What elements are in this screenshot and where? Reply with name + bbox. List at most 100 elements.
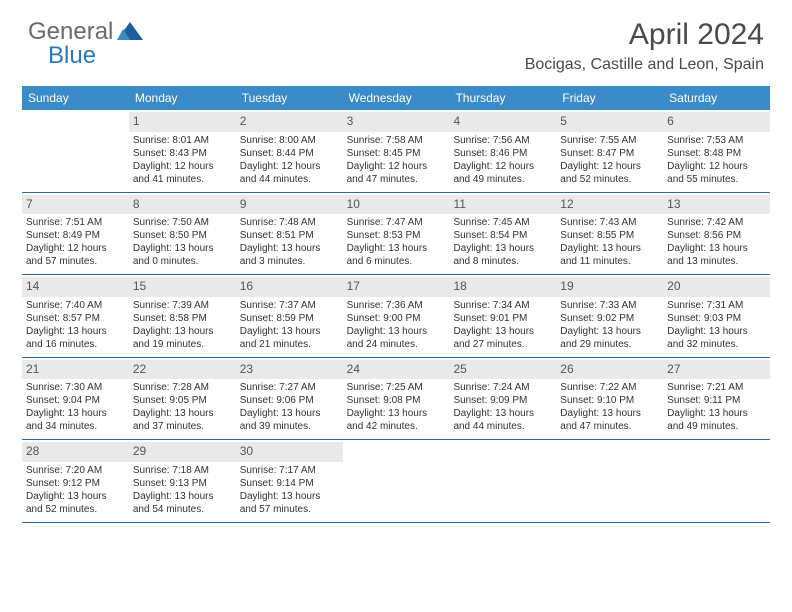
- day-cell: 25Sunrise: 7:24 AMSunset: 9:09 PMDayligh…: [449, 358, 556, 440]
- day-detail-line: Daylight: 13 hours: [453, 325, 552, 338]
- day-detail-line: Daylight: 13 hours: [240, 242, 339, 255]
- day-detail-line: Daylight: 13 hours: [453, 407, 552, 420]
- day-detail-line: Daylight: 13 hours: [667, 242, 766, 255]
- day-detail-line: and 39 minutes.: [240, 420, 339, 433]
- day-detail-line: and 42 minutes.: [347, 420, 446, 433]
- day-cell: [663, 440, 770, 522]
- day-detail-line: and 57 minutes.: [240, 503, 339, 516]
- day-number: 15: [129, 277, 236, 297]
- day-cell: 24Sunrise: 7:25 AMSunset: 9:08 PMDayligh…: [343, 358, 450, 440]
- day-detail-line: Sunset: 8:55 PM: [560, 229, 659, 242]
- day-number: 20: [663, 277, 770, 297]
- day-detail-line: Daylight: 13 hours: [133, 325, 232, 338]
- day-detail-line: Daylight: 13 hours: [560, 407, 659, 420]
- day-cell: 3Sunrise: 7:58 AMSunset: 8:45 PMDaylight…: [343, 110, 450, 192]
- day-detail-line: and 8 minutes.: [453, 255, 552, 268]
- day-cell: 13Sunrise: 7:42 AMSunset: 8:56 PMDayligh…: [663, 193, 770, 275]
- day-number: 18: [449, 277, 556, 297]
- day-detail-line: and 24 minutes.: [347, 338, 446, 351]
- day-detail-line: Sunset: 9:03 PM: [667, 312, 766, 325]
- day-detail-line: Sunrise: 7:33 AM: [560, 299, 659, 312]
- day-cell: 27Sunrise: 7:21 AMSunset: 9:11 PMDayligh…: [663, 358, 770, 440]
- day-detail-line: Daylight: 12 hours: [240, 160, 339, 173]
- day-detail-line: Sunset: 8:57 PM: [26, 312, 125, 325]
- day-detail-line: Sunset: 9:02 PM: [560, 312, 659, 325]
- day-cell: 26Sunrise: 7:22 AMSunset: 9:10 PMDayligh…: [556, 358, 663, 440]
- day-detail-line: Sunset: 8:50 PM: [133, 229, 232, 242]
- day-cell: [22, 110, 129, 192]
- day-detail-line: Sunrise: 7:37 AM: [240, 299, 339, 312]
- day-number: 27: [663, 360, 770, 380]
- page-header: General Blue April 2024 Bocigas, Castill…: [0, 0, 792, 78]
- day-cell: 30Sunrise: 7:17 AMSunset: 9:14 PMDayligh…: [236, 440, 343, 522]
- day-detail-line: Sunrise: 7:22 AM: [560, 381, 659, 394]
- day-detail-line: Sunrise: 7:36 AM: [347, 299, 446, 312]
- day-cell: 12Sunrise: 7:43 AMSunset: 8:55 PMDayligh…: [556, 193, 663, 275]
- day-detail-line: Sunrise: 7:55 AM: [560, 134, 659, 147]
- day-detail-line: Sunrise: 7:42 AM: [667, 216, 766, 229]
- day-cell: 10Sunrise: 7:47 AMSunset: 8:53 PMDayligh…: [343, 193, 450, 275]
- day-detail-line: and 0 minutes.: [133, 255, 232, 268]
- day-detail-line: Sunrise: 7:47 AM: [347, 216, 446, 229]
- day-detail-line: Daylight: 12 hours: [347, 160, 446, 173]
- day-number: 28: [22, 442, 129, 462]
- day-detail-line: Sunrise: 7:27 AM: [240, 381, 339, 394]
- week-row: 1Sunrise: 8:01 AMSunset: 8:43 PMDaylight…: [22, 110, 770, 193]
- day-detail-line: and 57 minutes.: [26, 255, 125, 268]
- day-number: 25: [449, 360, 556, 380]
- weeks-container: 1Sunrise: 8:01 AMSunset: 8:43 PMDaylight…: [22, 110, 770, 523]
- day-detail-line: Sunrise: 7:28 AM: [133, 381, 232, 394]
- day-detail-line: Sunrise: 7:30 AM: [26, 381, 125, 394]
- day-detail-line: Sunrise: 7:45 AM: [453, 216, 552, 229]
- day-cell: 6Sunrise: 7:53 AMSunset: 8:48 PMDaylight…: [663, 110, 770, 192]
- day-detail-line: Daylight: 13 hours: [560, 325, 659, 338]
- day-cell: 4Sunrise: 7:56 AMSunset: 8:46 PMDaylight…: [449, 110, 556, 192]
- day-detail-line: Sunset: 9:13 PM: [133, 477, 232, 490]
- week-row: 28Sunrise: 7:20 AMSunset: 9:12 PMDayligh…: [22, 440, 770, 523]
- logo-triangle-icon: [117, 20, 143, 45]
- day-detail-line: Sunset: 9:12 PM: [26, 477, 125, 490]
- day-detail-line: and 49 minutes.: [667, 420, 766, 433]
- day-detail-line: Daylight: 13 hours: [26, 407, 125, 420]
- logo-text-blue: Blue: [48, 42, 96, 70]
- day-detail-line: Sunrise: 7:50 AM: [133, 216, 232, 229]
- day-detail-line: and 47 minutes.: [347, 173, 446, 186]
- day-header: Tuesday: [236, 86, 343, 110]
- day-cell: 23Sunrise: 7:27 AMSunset: 9:06 PMDayligh…: [236, 358, 343, 440]
- day-detail-line: Sunset: 9:04 PM: [26, 394, 125, 407]
- day-cell: [556, 440, 663, 522]
- day-detail-line: Daylight: 12 hours: [560, 160, 659, 173]
- day-cell: 29Sunrise: 7:18 AMSunset: 9:13 PMDayligh…: [129, 440, 236, 522]
- day-detail-line: Sunset: 9:14 PM: [240, 477, 339, 490]
- day-detail-line: Sunset: 8:54 PM: [453, 229, 552, 242]
- day-cell: 1Sunrise: 8:01 AMSunset: 8:43 PMDaylight…: [129, 110, 236, 192]
- logo: General Blue: [28, 18, 145, 46]
- day-detail-line: and 13 minutes.: [667, 255, 766, 268]
- title-block: April 2024 Bocigas, Castille and Leon, S…: [525, 18, 764, 74]
- day-detail-line: and 44 minutes.: [240, 173, 339, 186]
- day-header: Saturday: [663, 86, 770, 110]
- day-cell: 2Sunrise: 8:00 AMSunset: 8:44 PMDaylight…: [236, 110, 343, 192]
- location-text: Bocigas, Castille and Leon, Spain: [525, 56, 764, 74]
- day-detail-line: Sunrise: 7:17 AM: [240, 464, 339, 477]
- day-number: 3: [343, 112, 450, 132]
- day-detail-line: Daylight: 13 hours: [133, 407, 232, 420]
- day-detail-line: Daylight: 13 hours: [133, 490, 232, 503]
- day-detail-line: and 34 minutes.: [26, 420, 125, 433]
- day-detail-line: Sunrise: 7:48 AM: [240, 216, 339, 229]
- day-detail-line: and 37 minutes.: [133, 420, 232, 433]
- day-detail-line: Sunrise: 7:31 AM: [667, 299, 766, 312]
- day-detail-line: Sunset: 8:58 PM: [133, 312, 232, 325]
- day-detail-line: Sunrise: 7:43 AM: [560, 216, 659, 229]
- day-detail-line: Daylight: 13 hours: [26, 490, 125, 503]
- day-detail-line: and 47 minutes.: [560, 420, 659, 433]
- day-detail-line: and 52 minutes.: [560, 173, 659, 186]
- day-detail-line: and 49 minutes.: [453, 173, 552, 186]
- day-detail-line: Sunset: 8:46 PM: [453, 147, 552, 160]
- day-number: 6: [663, 112, 770, 132]
- day-detail-line: Sunrise: 7:24 AM: [453, 381, 552, 394]
- day-header: Wednesday: [343, 86, 450, 110]
- day-detail-line: Sunset: 9:09 PM: [453, 394, 552, 407]
- day-detail-line: Sunrise: 7:34 AM: [453, 299, 552, 312]
- day-detail-line: Sunrise: 7:58 AM: [347, 134, 446, 147]
